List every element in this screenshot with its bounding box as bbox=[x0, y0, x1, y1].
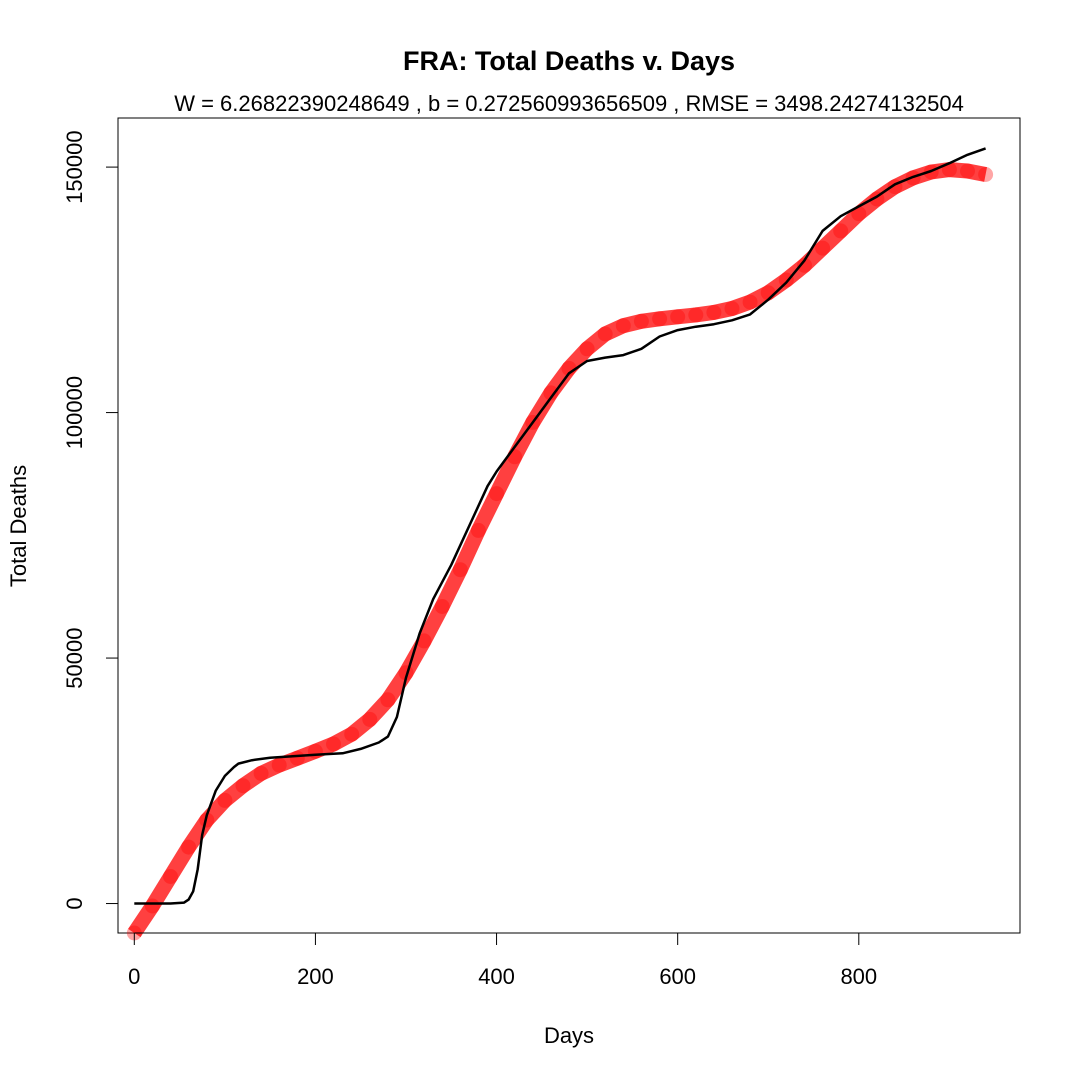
fitted-point bbox=[597, 326, 613, 342]
fitted-point bbox=[797, 257, 812, 273]
fitted-point bbox=[960, 163, 975, 179]
fitted-point bbox=[688, 307, 704, 323]
fitted-point bbox=[434, 599, 450, 614]
fitted-point bbox=[380, 692, 396, 708]
fitted-point bbox=[978, 167, 994, 182]
y-axis: 0 50000 100000 150000 bbox=[62, 130, 119, 910]
x-tick-label: 800 bbox=[840, 964, 877, 989]
fitted-point bbox=[235, 778, 251, 794]
x-tick-label: 0 bbox=[128, 964, 140, 989]
fitted-point bbox=[706, 304, 722, 320]
x-axis: 0 200 400 600 800 bbox=[128, 932, 877, 989]
fitted-point bbox=[181, 839, 197, 855]
y-tick-label: 150000 bbox=[62, 130, 87, 203]
fitted-point bbox=[470, 522, 486, 538]
fitted-point bbox=[362, 711, 378, 727]
y-tick-label: 100000 bbox=[62, 376, 87, 449]
fitted-point bbox=[633, 313, 649, 329]
x-axis-label: Days bbox=[544, 1023, 594, 1048]
x-tick-label: 200 bbox=[297, 964, 334, 989]
fitted-point bbox=[742, 294, 758, 310]
chart-subtitle: W = 6.26822390248649 , b = 0.27256099365… bbox=[174, 91, 964, 116]
fitted-point bbox=[652, 311, 668, 327]
observed-line bbox=[134, 147, 987, 905]
fitted-series bbox=[126, 162, 994, 941]
fitted-point bbox=[815, 240, 831, 256]
fitted-point bbox=[579, 341, 595, 357]
fitted-point bbox=[507, 449, 523, 465]
y-tick-label: 0 bbox=[62, 897, 87, 909]
fitted-point bbox=[670, 309, 686, 325]
fitted-point bbox=[144, 898, 160, 914]
fitted-point bbox=[416, 633, 432, 649]
fitted-point bbox=[543, 385, 559, 401]
fitted-point bbox=[724, 301, 740, 316]
plot-frame bbox=[117, 117, 1021, 934]
fitted-point bbox=[615, 318, 631, 334]
fitted-point bbox=[307, 743, 323, 759]
fitted-point bbox=[217, 792, 233, 808]
fitted-point bbox=[253, 765, 269, 781]
fitted-point bbox=[326, 736, 341, 752]
fitted-point bbox=[851, 206, 867, 222]
y-axis-label: Total Deaths bbox=[6, 465, 31, 587]
observed-series bbox=[134, 147, 987, 905]
fitted-point bbox=[489, 486, 505, 502]
chart-title: FRA: Total Deaths v. Days bbox=[403, 46, 735, 76]
fitted-point bbox=[452, 562, 468, 578]
x-tick-label: 400 bbox=[478, 964, 515, 989]
y-tick-label: 50000 bbox=[62, 628, 87, 689]
fitted-point bbox=[289, 750, 305, 766]
fitted-point bbox=[344, 726, 360, 742]
x-tick-label: 600 bbox=[659, 964, 696, 989]
fitted-point bbox=[163, 869, 178, 884]
fitted-point bbox=[833, 223, 849, 239]
fitted-point bbox=[271, 757, 287, 773]
fitted-line bbox=[128, 162, 988, 938]
